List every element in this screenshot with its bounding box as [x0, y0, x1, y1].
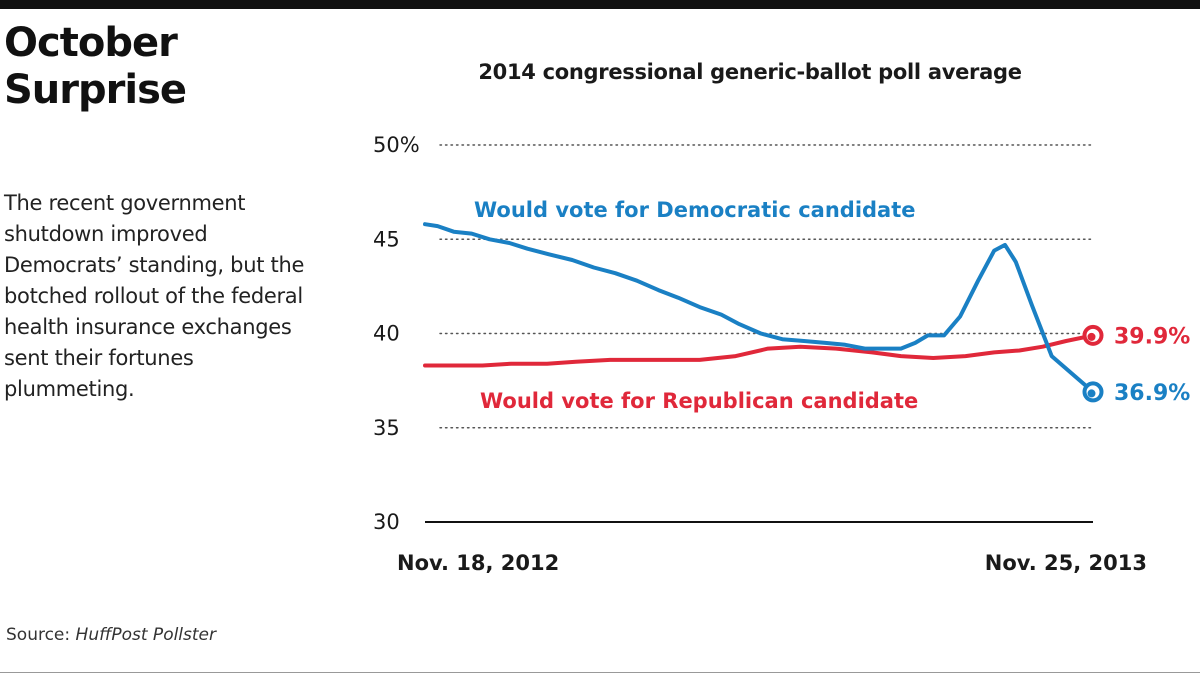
republican-series-label: Would vote for Republican candidate: [480, 389, 918, 413]
democratic-line: [423, 222, 1095, 394]
democratic-end-marker-dot: [1087, 389, 1096, 398]
republican-line: [423, 333, 1095, 368]
y-tick-label-40: 40: [373, 322, 400, 346]
series-lines: [423, 222, 1095, 394]
chart-labels: Nov. 18, 2012 Nov. 25, 2013 36.9% 39.9% Woul…: [397, 198, 1190, 575]
y-tick-label-45: 45: [373, 227, 400, 251]
y-tick-labels: 50% 45 40 35 30: [373, 133, 420, 534]
source-line: Source: HuffPost Pollster: [6, 625, 216, 645]
top-rule: [0, 0, 1200, 9]
republican-end-label: 39.9%: [1114, 324, 1190, 349]
y-tick-label-50: 50%: [373, 133, 420, 157]
x-end-label: Nov. 25, 2013: [985, 551, 1147, 575]
republican-end-marker-dot: [1087, 332, 1096, 341]
y-tick-label-35: 35: [373, 416, 400, 440]
bottom-rule: [0, 672, 1200, 673]
democratic-end-label: 36.9%: [1114, 381, 1190, 406]
chart-title: 2014 congressional generic-ballot poll a…: [478, 60, 1022, 84]
source-publication: HuffPost Pollster: [75, 625, 217, 645]
headline: October Surprise: [4, 20, 187, 113]
source-prefix: Source:: [6, 625, 76, 645]
x-start-label: Nov. 18, 2012: [397, 551, 559, 575]
democratic-series-label: Would vote for Democratic candidate: [474, 198, 916, 222]
grid-layer: [425, 144, 1094, 523]
end-markers: [1082, 324, 1104, 403]
y-tick-label-30: 30: [373, 510, 400, 534]
dek-text: The recent government shutdown improved …: [4, 191, 305, 401]
